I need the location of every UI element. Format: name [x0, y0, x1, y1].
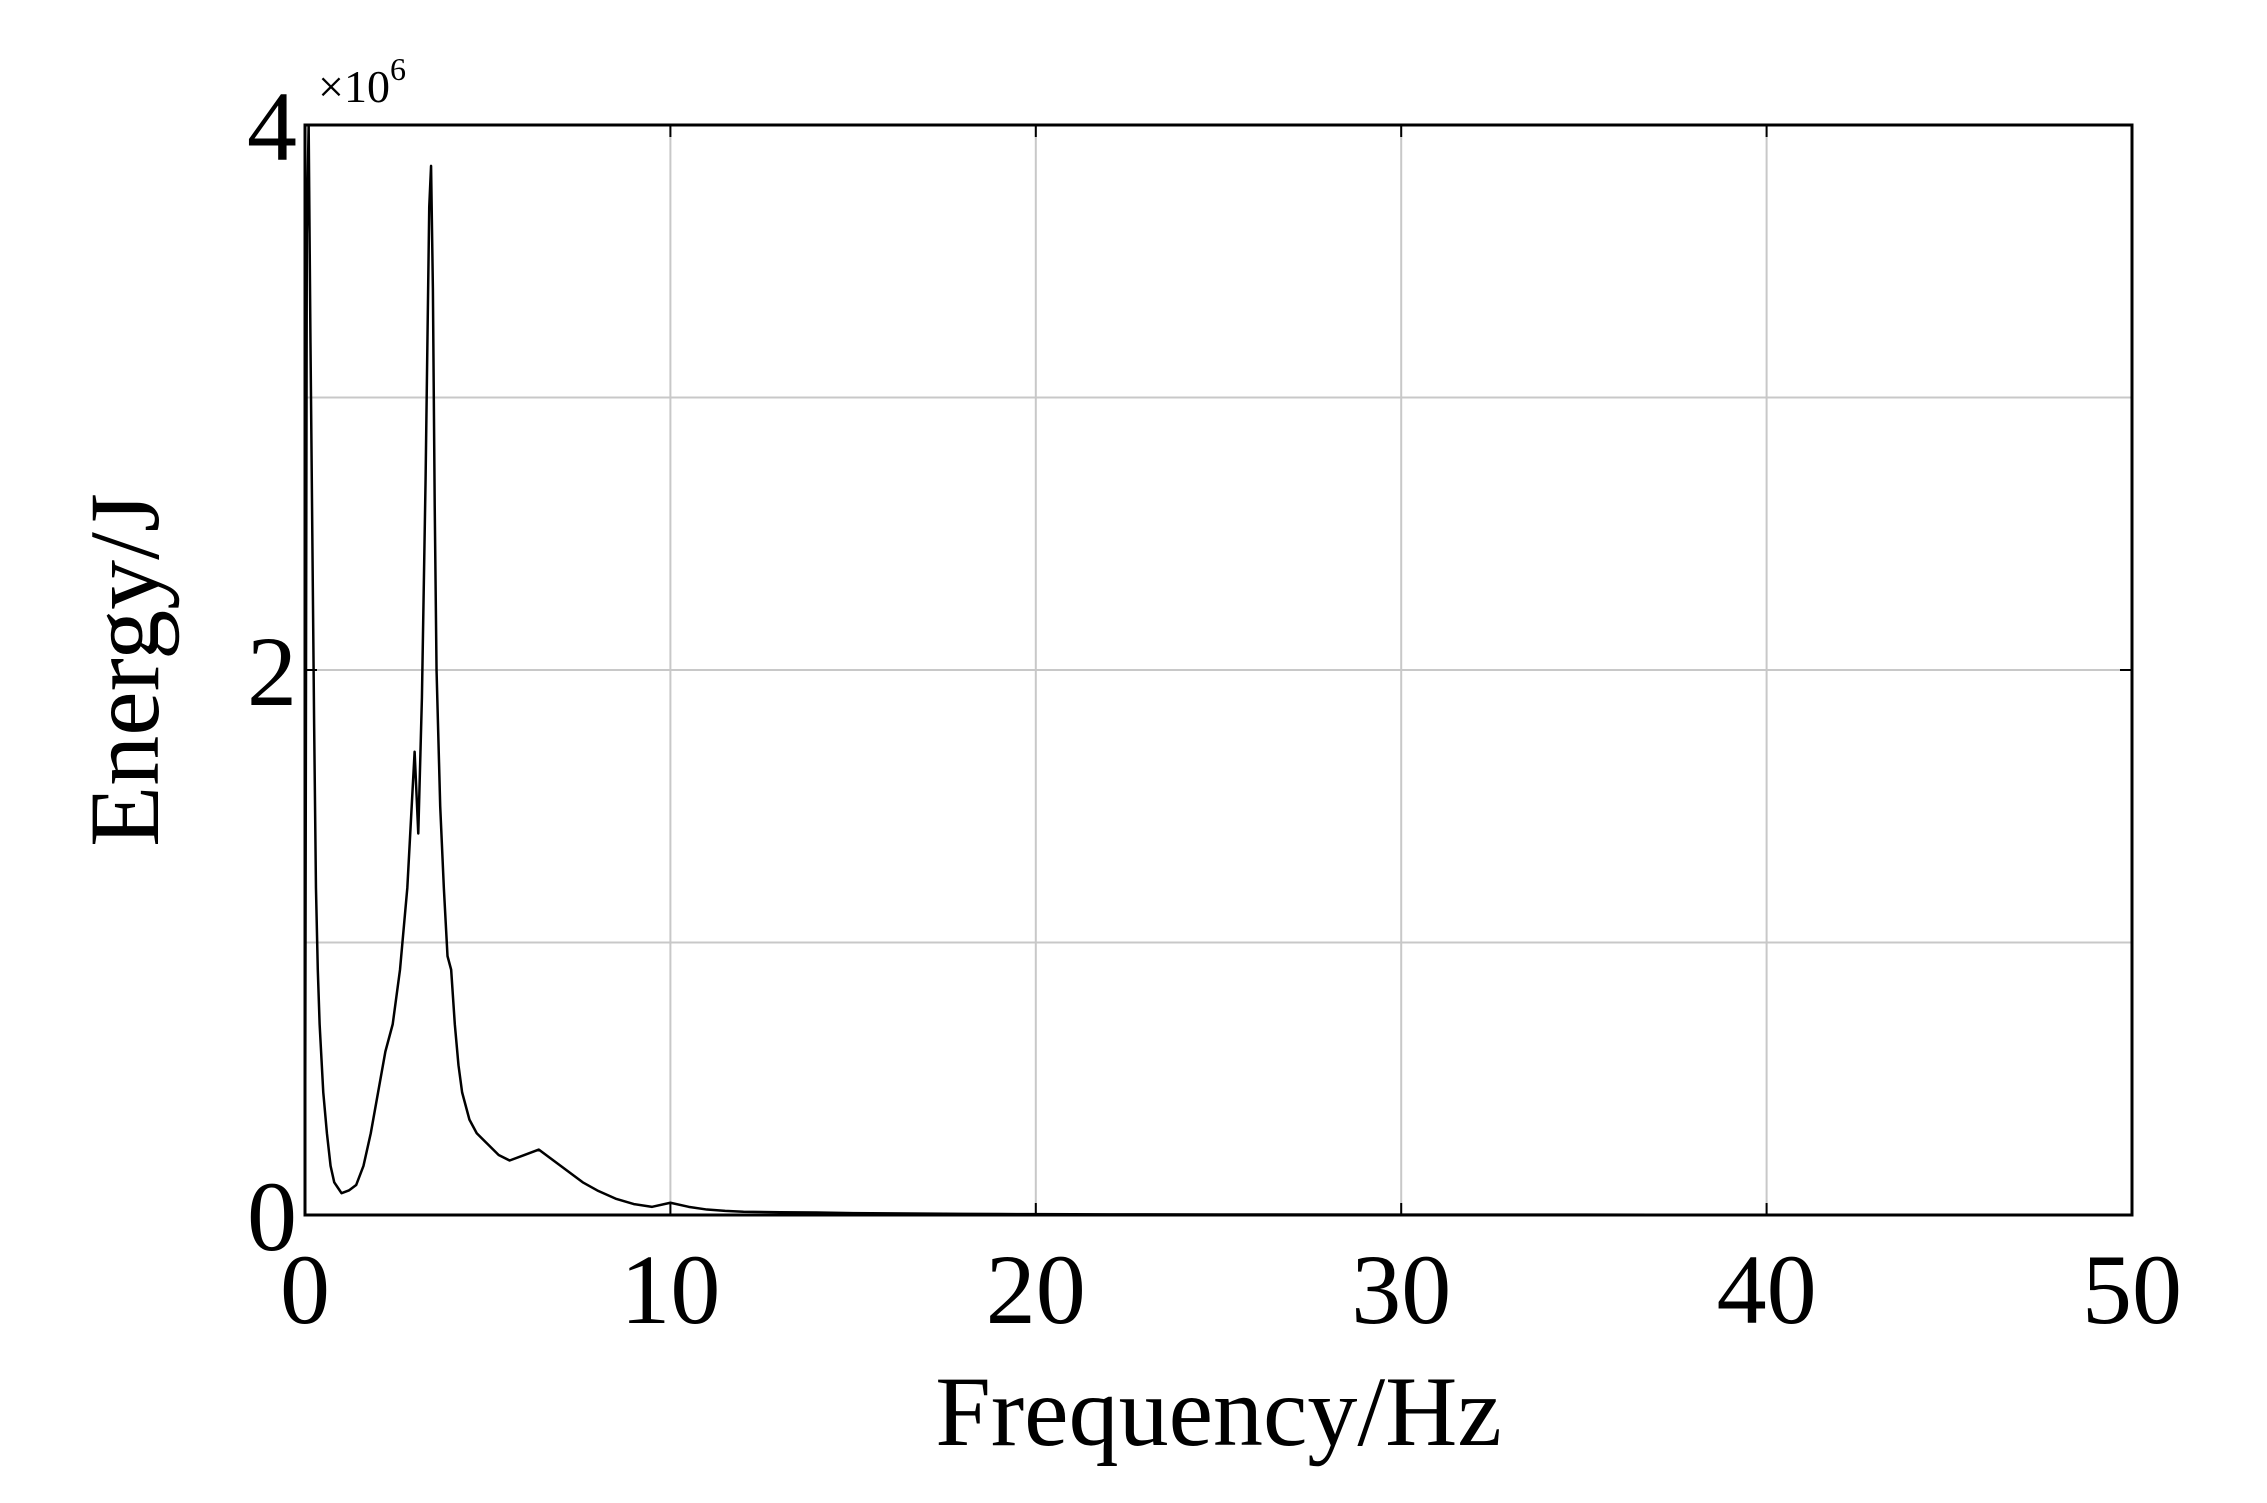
y-axis-label: Energy/J: [69, 493, 180, 847]
data-point: [348, 1189, 350, 1192]
data-point: [450, 968, 452, 971]
data-point: [340, 1192, 343, 1194]
data-point: [461, 1091, 463, 1094]
data-point: [417, 832, 420, 835]
data-point: [428, 205, 431, 208]
data-point: [687, 1206, 690, 1208]
data-point: [413, 750, 416, 753]
x-tick-label: 0: [280, 1234, 330, 1345]
data-point: [443, 887, 445, 889]
data-point: [309, 342, 312, 344]
y-tick-label: 4: [247, 71, 297, 182]
data-point: [552, 1159, 555, 1162]
y-tick-label: 2: [247, 616, 297, 727]
data-point: [399, 968, 401, 971]
data-point: [377, 1091, 379, 1094]
data-point: [475, 1132, 478, 1135]
data-point: [329, 1165, 332, 1167]
data-point: [313, 723, 315, 726]
data-point: [337, 1186, 339, 1189]
x-tick-label: 50: [2082, 1234, 2182, 1345]
data-point: [406, 887, 409, 889]
y-axis-multiplier-exponent: 6: [390, 51, 406, 87]
data-point: [311, 532, 314, 535]
data-point: [430, 165, 432, 167]
data-point: [567, 1170, 569, 1173]
data-point: [333, 1181, 336, 1184]
x-axis-label: Frequency/Hz: [935, 1356, 1501, 1467]
data-point: [651, 1206, 653, 1208]
data-point: [486, 1143, 489, 1145]
data-point: [326, 1132, 328, 1135]
data-point: [523, 1154, 526, 1156]
data-point: [384, 1050, 387, 1053]
data-point: [538, 1148, 540, 1151]
data-point: [362, 1165, 365, 1167]
data-point: [706, 1208, 708, 1211]
data-point: [316, 968, 319, 971]
data-point: [508, 1159, 511, 1162]
data-point: [433, 505, 436, 508]
y-axis-multiplier: ×106: [318, 51, 406, 112]
data-point: [852, 1212, 854, 1214]
data-point: [742, 1210, 745, 1213]
data-point: [369, 1132, 372, 1135]
data-point: [315, 887, 317, 889]
data-point: [432, 287, 434, 290]
data-point: [391, 1023, 394, 1026]
data-point: [424, 478, 427, 481]
data-point: [581, 1181, 584, 1184]
data-point: [439, 805, 441, 808]
x-tick-label: 40: [1717, 1234, 1817, 1345]
data-point: [446, 955, 449, 957]
data-point: [435, 669, 438, 671]
series-line: [303, 123, 2133, 1217]
data-point: [468, 1118, 471, 1121]
data-point: [497, 1154, 500, 1156]
data-point: [596, 1189, 599, 1192]
data-point: [457, 1064, 460, 1066]
data-point: [815, 1211, 818, 1214]
data-point: [779, 1211, 781, 1214]
data-point: [322, 1091, 325, 1094]
grid-layer: [305, 125, 2132, 1215]
data-point: [724, 1210, 727, 1212]
y-axis-multiplier-base: ×10: [318, 61, 390, 112]
data-point: [633, 1203, 635, 1205]
data-point: [421, 696, 423, 699]
data-point: [318, 1023, 321, 1026]
data-point: [355, 1184, 357, 1186]
x-tick-label: 20: [986, 1234, 1086, 1345]
x-tick-label: 30: [1351, 1234, 1451, 1345]
y-tick-label: 0: [247, 1161, 297, 1272]
data-point: [454, 1023, 456, 1026]
x-tick-label: 10: [620, 1234, 720, 1345]
tick-layer: 0 10 20 30 40 50 0 2 4: [247, 71, 2182, 1345]
data-point: [614, 1197, 617, 1200]
